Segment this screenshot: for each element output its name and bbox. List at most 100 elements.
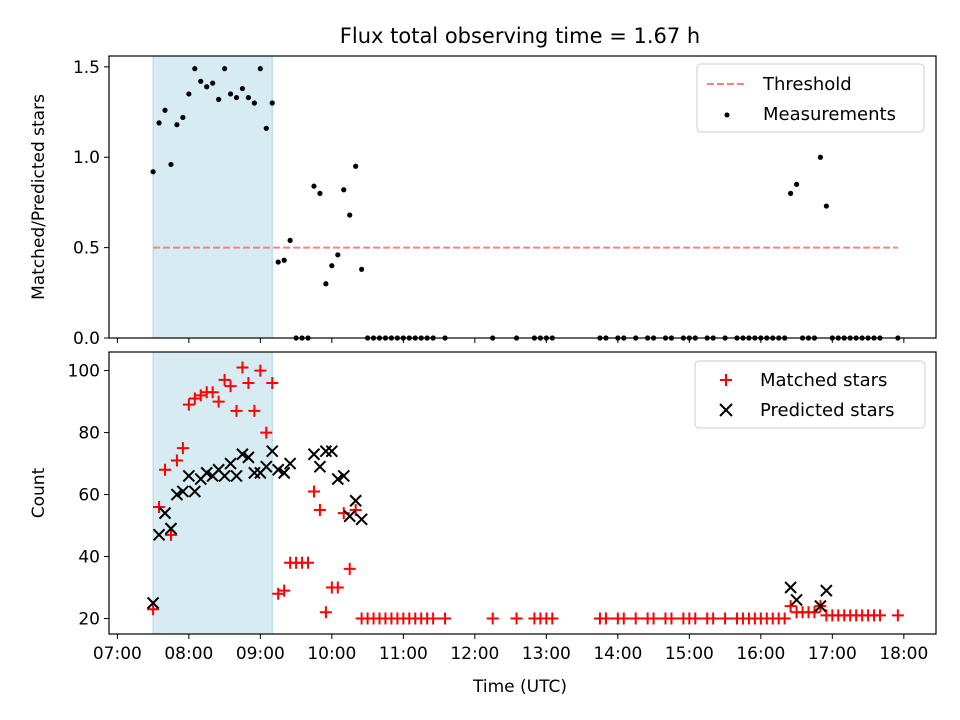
x-tick-label: 15:00 (665, 644, 714, 664)
x-tick-label: 12:00 (450, 644, 499, 664)
y-tick-label: 40 (78, 548, 100, 568)
y-axis-label: Matched/Predicted stars (29, 94, 49, 300)
predicted-point (224, 457, 237, 470)
measurement-point (335, 252, 341, 258)
bottom-panel: 20 40 60 80 100 07:00 08:00 09:00 10:00 11:00 12:… (29, 351, 937, 697)
x-tick-label: 08:00 (164, 644, 213, 664)
y-tick-label: 80 (78, 424, 100, 444)
predicted-point (272, 463, 285, 476)
matched-point (689, 612, 702, 625)
predicted-point (146, 596, 160, 610)
y-tick-label: 1.5 (73, 58, 100, 78)
predicted-point (176, 485, 190, 498)
matched-point (665, 612, 678, 625)
matched-point (873, 609, 886, 622)
y-tick-label: 100 (68, 362, 100, 382)
measurement-point (162, 107, 168, 113)
measurement-point (263, 125, 269, 131)
measurement-point (168, 161, 174, 168)
matched-point (176, 442, 189, 455)
matched-point (153, 500, 166, 513)
measurement-point (227, 91, 234, 97)
measurement-point (221, 66, 228, 72)
matched-point (784, 600, 797, 613)
y-tick-label: 0.0 (73, 329, 100, 349)
matched-point (218, 373, 231, 386)
predicted-point (313, 460, 327, 473)
measurement-point (245, 94, 252, 101)
predicted-point (158, 506, 172, 520)
matched-point (224, 380, 237, 393)
x-ticks (116, 338, 905, 343)
matched-point (891, 609, 904, 622)
matched-point (230, 404, 243, 417)
measurement-point (323, 281, 329, 287)
matched-point (206, 386, 219, 399)
predicted-point (343, 510, 356, 523)
measurement-point (204, 84, 210, 90)
matched-point (307, 485, 320, 498)
matched-point (260, 426, 273, 439)
matched-point (248, 404, 261, 417)
measurement-point (251, 100, 257, 106)
x-tick-label: 09:00 (236, 644, 285, 664)
legend-predicted-swatch (719, 403, 733, 417)
matched-point (707, 612, 720, 625)
measurement-point (192, 66, 198, 72)
predicted-point (242, 451, 255, 464)
measurement-point (341, 187, 347, 193)
predicted-point (260, 460, 273, 473)
measurement-point (281, 257, 287, 263)
predicted-point (283, 457, 297, 470)
predicted-point (355, 513, 368, 526)
measurement-point (186, 91, 192, 97)
matched-point (343, 562, 356, 575)
measurement-point (150, 169, 156, 175)
plot-frame (108, 55, 937, 339)
measurement-point (239, 85, 246, 92)
matched-point (546, 612, 559, 625)
matched-point (266, 376, 279, 389)
predicted-point (152, 528, 166, 542)
matched-point (164, 528, 177, 541)
matched-point (147, 603, 160, 616)
predicted-point (182, 469, 196, 483)
measurement-point (216, 96, 222, 102)
shaded-span (152, 55, 273, 339)
legend-measurement-label: Measurements (763, 104, 896, 125)
legend-matched-label: Matched stars (760, 370, 887, 391)
top-panel: 0.0 0.5 1.0 1.5 Matched/Predicted stars Thr… (29, 55, 937, 349)
measurement-point (287, 237, 293, 243)
y-tick-label: 60 (78, 486, 100, 506)
x-tick-label: 16:00 (736, 644, 785, 664)
legend-predicted-label: Predicted stars (760, 400, 894, 421)
matched-point (242, 376, 255, 389)
matched-point (486, 612, 499, 625)
measurement-point (174, 122, 180, 128)
matched-point (313, 504, 326, 517)
matched-point (302, 556, 315, 569)
measurement-point (311, 183, 317, 189)
predicted-point (349, 494, 362, 507)
measurement-point (817, 154, 824, 160)
x-tick-label: 13:00 (522, 644, 571, 664)
predicted-point (277, 466, 291, 480)
measurement-point (257, 66, 263, 72)
predicted-point (170, 488, 184, 501)
matched-point (254, 364, 267, 377)
chart-title: Flux total observing time = 1.67 h (340, 24, 700, 48)
x-tick-label: 10:00 (307, 644, 356, 664)
legend-box (696, 63, 925, 133)
predicted-point (319, 444, 333, 458)
predicted-point (188, 485, 202, 498)
measurement-point (317, 190, 323, 196)
matched-point (182, 398, 195, 411)
matched-point (808, 606, 821, 619)
measurement-point (275, 259, 281, 265)
matched-point (439, 612, 452, 625)
predicted-point (266, 444, 279, 458)
matched-point (778, 612, 791, 625)
x-tick-label: 18:00 (879, 644, 928, 664)
matched-points (147, 361, 904, 625)
